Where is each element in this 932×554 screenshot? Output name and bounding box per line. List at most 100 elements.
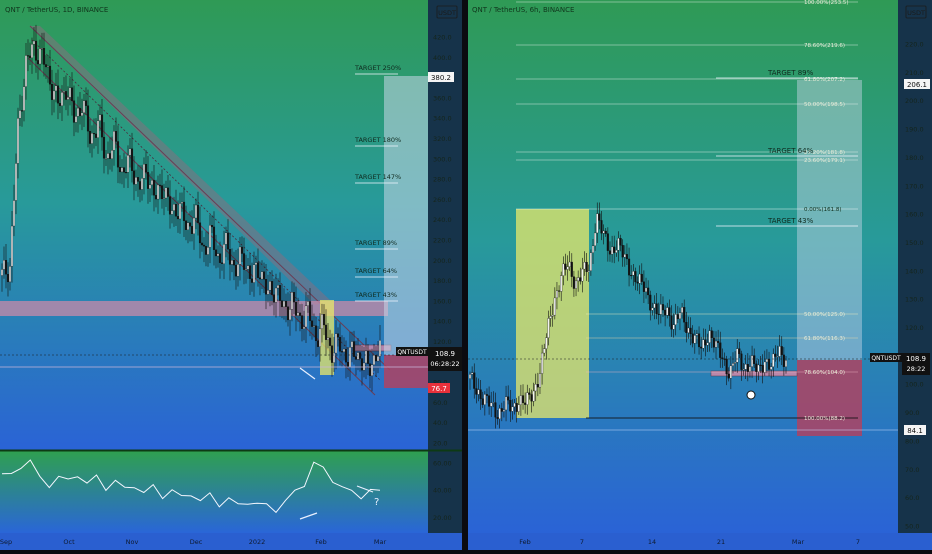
left-candle-body [72, 100, 76, 123]
left-price-tick: 180.0 [433, 277, 452, 285]
wedge-channel[interactable] [30, 26, 330, 305]
left-candle-body [122, 167, 126, 173]
right-candle-body [630, 274, 633, 277]
right-candle-body [560, 275, 563, 292]
left-candle-body [300, 315, 304, 329]
left-candle-body [200, 242, 204, 246]
right-stop-loss-area[interactable] [797, 360, 862, 436]
right-candle-body [664, 309, 667, 316]
panel-separator[interactable] [462, 0, 468, 550]
right-candle-body [562, 263, 565, 276]
right-candle-body [640, 273, 643, 282]
right-candle-body [714, 340, 718, 348]
left-candle-body [66, 97, 70, 100]
right-candle-body [477, 389, 480, 395]
right-candle-body [740, 353, 743, 370]
right-date-ticks: Feb 7 14 21 Mar 7 [519, 538, 860, 546]
left-candle-body [152, 180, 156, 196]
left-candle-body [174, 204, 178, 217]
left-date-tick: Feb [315, 538, 327, 546]
right-candle-body [581, 268, 584, 282]
left-candle-body [116, 141, 120, 168]
right-candle-body [579, 277, 582, 282]
left-price-axis[interactable] [428, 0, 462, 533]
right-candle-body [636, 281, 639, 284]
left-candle-body [332, 352, 336, 363]
left-currency-badge[interactable] [436, 5, 458, 19]
right-price-tick: 130.0 [905, 296, 924, 304]
left-candle-body [254, 262, 258, 265]
left-candle-body [212, 226, 216, 250]
fib-level-label: 100.00%(253.5) [804, 0, 849, 6]
left-candle-body [198, 222, 202, 244]
left-candle-body [206, 247, 210, 255]
left-candle-body [62, 91, 66, 93]
left-candle-body [324, 324, 328, 340]
left-candle-body [80, 112, 84, 116]
right-candle-body [710, 330, 713, 339]
right-support-zone[interactable] [710, 370, 798, 377]
right-candle-body [782, 354, 785, 367]
left-candle-body [2, 260, 6, 270]
left-price-tick: 60.0 [433, 399, 447, 407]
left-price-tick: 400.0 [433, 54, 452, 62]
left-candle-body [290, 292, 294, 310]
right-candle-body [602, 230, 605, 234]
right-currency-badge[interactable] [905, 5, 927, 19]
fib-level-label: 78.60%(104.0) [804, 370, 845, 376]
right-price-tick: 220.0 [905, 41, 924, 49]
fib-level-label: 61.80%(207.2) [804, 77, 845, 83]
right-price-tick: 70.0 [905, 466, 919, 474]
right-candle-body [767, 359, 771, 370]
right-candle-body [505, 396, 508, 411]
fib-level-label: 50.00%(125.0) [804, 312, 845, 318]
right-candle-body [721, 357, 724, 359]
right-candle-body [774, 353, 777, 357]
left-candle-body [266, 290, 270, 295]
right-candle-body [670, 315, 673, 330]
left-candle-body [216, 253, 220, 257]
left-candle-body [224, 232, 228, 245]
stop-loss-area[interactable] [384, 355, 428, 388]
left-target-price-badge [428, 72, 454, 82]
right-candle-body [719, 342, 722, 358]
left-candle-body [280, 300, 284, 308]
left-price-tick: 240.0 [433, 216, 452, 224]
left-target-label: TARGET 250% [354, 64, 401, 72]
right-candle-body [502, 409, 505, 412]
right-candle-body [704, 339, 707, 346]
right-candle-body [784, 360, 788, 367]
right-price-tick: 50.0 [905, 523, 919, 531]
left-candle-body [362, 362, 366, 371]
left-candle-body [184, 220, 188, 230]
right-candle-body [617, 238, 620, 251]
left-candle-body [24, 55, 28, 87]
right-candle-body [488, 395, 491, 407]
left-candle-body [236, 264, 240, 277]
profit-target-area[interactable] [384, 76, 428, 355]
right-candle-body [712, 337, 715, 348]
right-candle-body [628, 258, 631, 276]
right-candle-body [706, 342, 709, 346]
right-profit-target-area[interactable] [797, 80, 862, 360]
left-date-tick: 2022 [249, 538, 266, 546]
right-candle-body [644, 287, 648, 292]
right-candle-body [738, 348, 741, 355]
left-symbol-badge [396, 347, 428, 356]
left-candle-body [54, 85, 58, 92]
left-candle-body [292, 292, 296, 303]
left-candle-body [162, 197, 166, 200]
right-date-axis[interactable] [468, 533, 932, 550]
left-candle-body [314, 325, 318, 341]
left-candle-body [176, 216, 180, 220]
right-candle-body [746, 364, 749, 372]
right-candle-body [606, 233, 609, 251]
left-candle-body [150, 180, 154, 186]
left-date-axis[interactable] [0, 533, 462, 550]
right-last-price-label: 108.9 [906, 355, 926, 363]
left-candle-body [228, 249, 232, 265]
right-candle-body [736, 348, 739, 363]
rsi-line [1, 459, 381, 514]
left-candle-body [374, 355, 378, 362]
left-candle-body [58, 103, 62, 106]
